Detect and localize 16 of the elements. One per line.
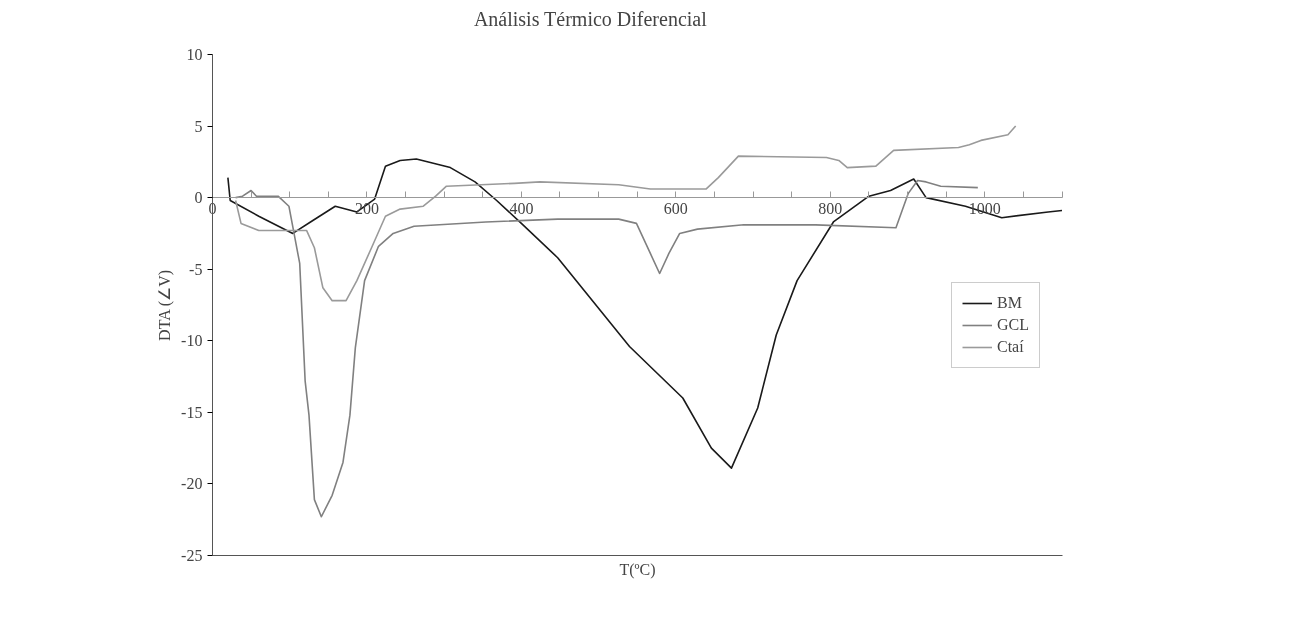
y-tick-label: 10: [186, 46, 203, 64]
y-axis-title: DTA (∠V): [156, 269, 175, 341]
chart-title: Análisis Térmico Diferencial: [473, 7, 708, 30]
x-tick-label: 600: [663, 199, 688, 217]
y-tick-label: 5: [194, 117, 203, 135]
y-tick-label: -25: [181, 546, 203, 564]
x-axis-title: T(ºC): [619, 560, 656, 579]
y-tick-label: -5: [189, 260, 203, 278]
y-tick-label: -10: [181, 332, 203, 350]
x-tick-label: 400: [509, 199, 534, 217]
x-tick-label: 800: [818, 199, 843, 217]
y-tick-label: -20: [181, 475, 203, 493]
legend-label: Ctaí: [997, 337, 1024, 356]
legend-label: BM: [997, 293, 1022, 312]
y-tick-label: -15: [181, 403, 203, 421]
legend-label: GCL: [997, 315, 1029, 334]
